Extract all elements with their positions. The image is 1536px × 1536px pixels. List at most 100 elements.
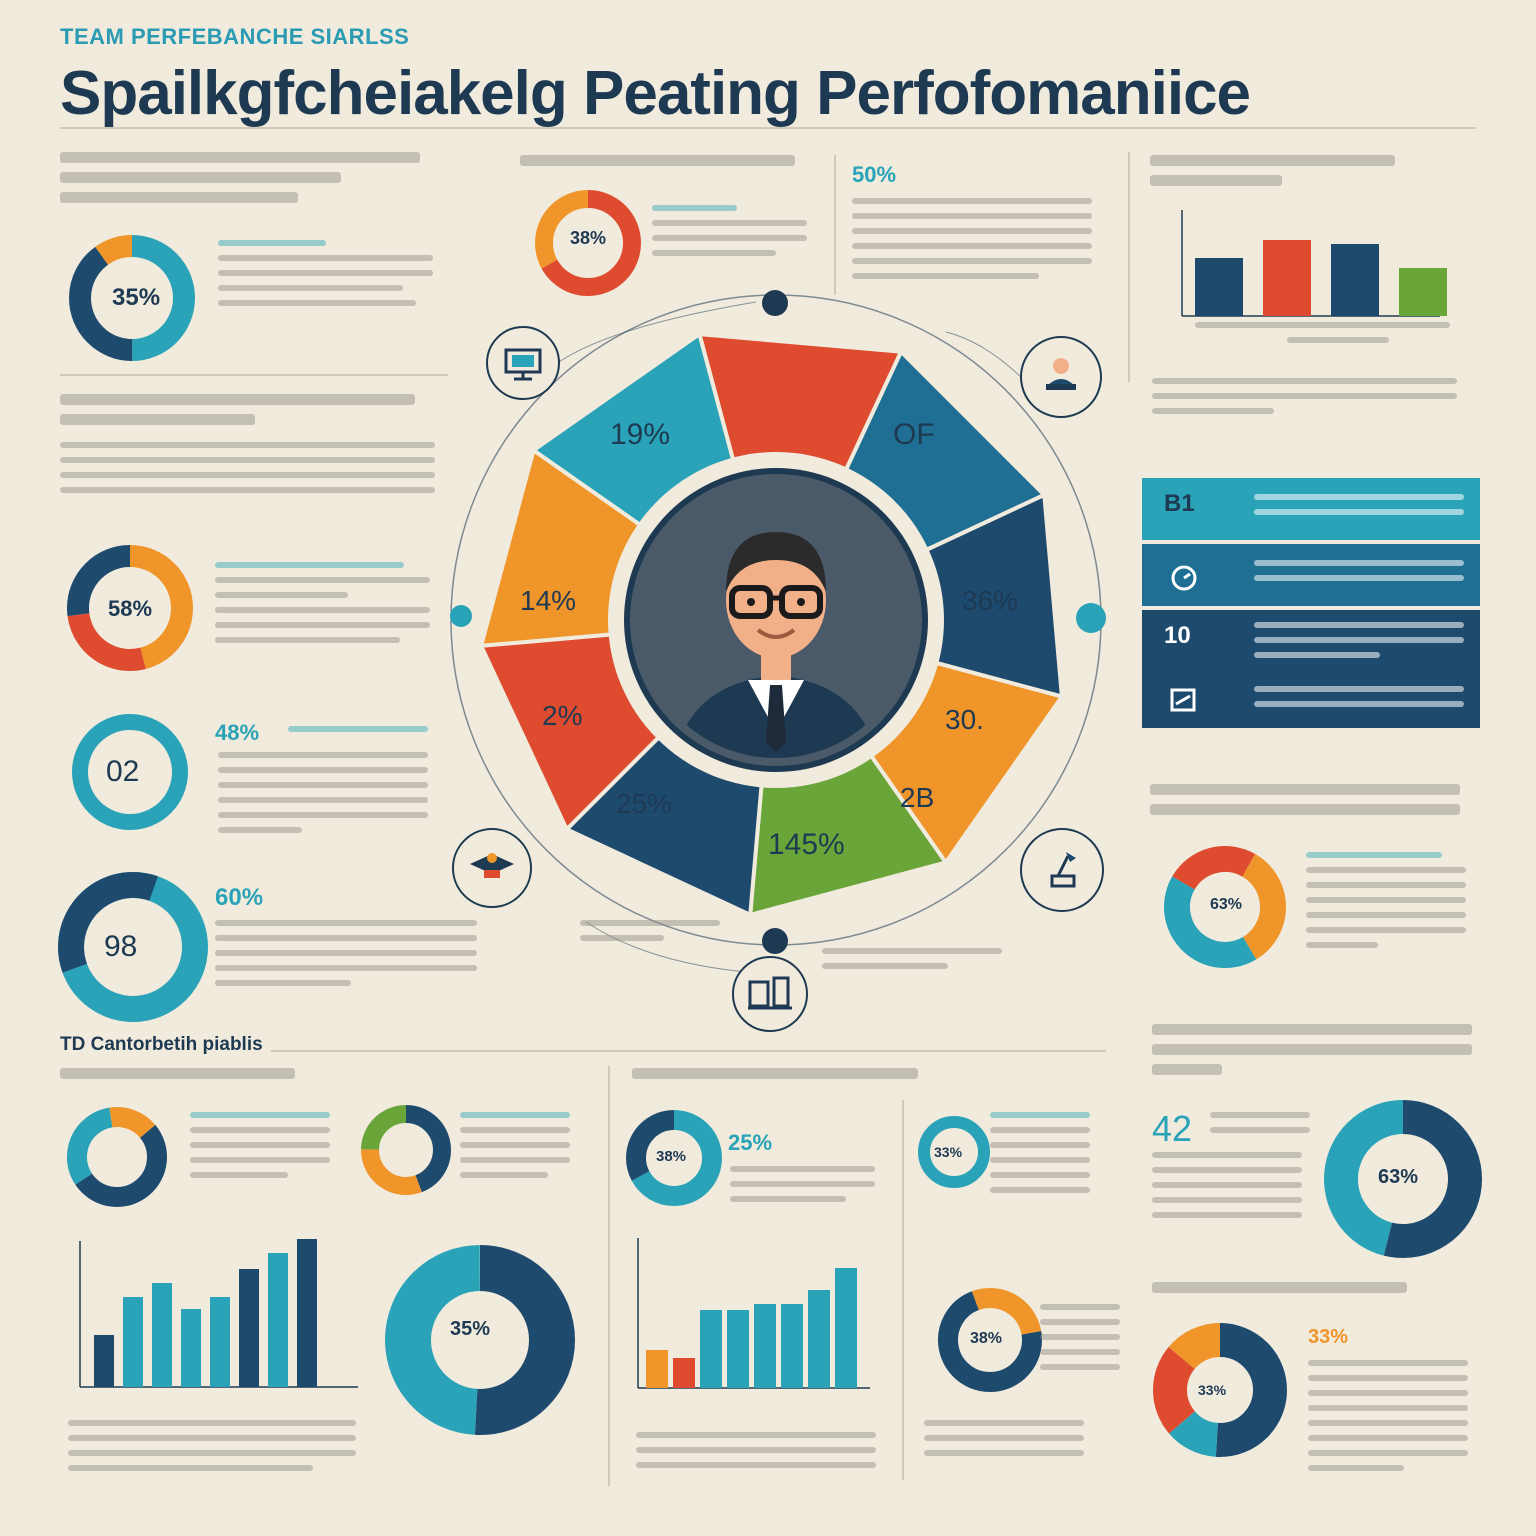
stopwatch-icon [1171, 565, 1197, 591]
bottom-section-title: TD Cantorbetih piablis [60, 1034, 271, 1056]
bar [727, 1310, 749, 1388]
left-text-2 [60, 442, 435, 502]
laptop-user-icon [1020, 336, 1102, 418]
bottom-text-1 [190, 1112, 330, 1187]
wheel-label-9: 14% [520, 585, 577, 616]
stat-bottom-b: 42 [1152, 1108, 1193, 1149]
bar [1399, 268, 1447, 316]
donut-bottom-c [626, 1110, 722, 1206]
bar [268, 1253, 288, 1387]
left-heading-1 [60, 152, 420, 212]
bottom-text-6 [990, 1112, 1090, 1202]
header-divider [60, 127, 1476, 129]
wheel-right-node [1076, 603, 1106, 633]
bottom-text-2 [460, 1112, 570, 1187]
bottom-text-8 [924, 1420, 1084, 1465]
donut-left-1 [69, 235, 195, 361]
wheel-label-7: 25% [616, 788, 673, 819]
right-text-1 [1152, 378, 1457, 423]
donut-left-4-label: 98 [104, 930, 138, 963]
bottom-text-5 [636, 1432, 876, 1477]
donut-left-2 [67, 545, 193, 671]
donut-bottom-a-label: 35% [450, 1318, 491, 1340]
stat-panel-1-label: B1 [1164, 490, 1195, 517]
bar [781, 1304, 803, 1388]
wheel-caption-left [580, 920, 720, 950]
right-heading-1 [1150, 155, 1395, 195]
right-divider [1128, 152, 1130, 382]
donut-left-3-label: 02 [106, 755, 140, 788]
bar-chart-bottom-left [79, 1239, 358, 1388]
stat-panel-2 [1142, 544, 1480, 606]
donut-bottom-1 [67, 1107, 167, 1207]
bottom-text-10 [1152, 1152, 1302, 1227]
bar [1263, 240, 1311, 316]
stat-panel-3-label: 10 [1164, 622, 1191, 649]
bar [94, 1335, 114, 1387]
left-heading-2 [60, 394, 415, 434]
stat-left-4: 60% [215, 884, 264, 911]
bar [1195, 258, 1243, 316]
bottom-right-heading-2 [1152, 1282, 1407, 1302]
bar [673, 1358, 695, 1388]
stat-bottom-e: 33% [1308, 1326, 1349, 1348]
bar-chart-top-right [1181, 210, 1447, 317]
donut-top-middle-label: 38% [570, 228, 607, 248]
donut-bottom-c-label: 38% [656, 1148, 687, 1165]
left-text-4 [288, 726, 428, 741]
bottom-text-4 [730, 1166, 875, 1211]
donut-bottom-e-label: 38% [970, 1330, 1003, 1347]
bar [754, 1304, 776, 1388]
donut-bottom-right [1324, 1100, 1482, 1258]
donut-left-2-label: 58% [108, 596, 153, 621]
donut-right-label: 63% [1210, 896, 1243, 913]
bar [239, 1269, 259, 1387]
donut-right [1164, 846, 1286, 968]
bar [297, 1239, 317, 1387]
bar [646, 1350, 668, 1388]
bar [181, 1309, 201, 1387]
donut-bottom-e [938, 1288, 1042, 1392]
donut-bottom-d [918, 1116, 990, 1188]
bar [700, 1310, 722, 1388]
bottom-heading-mid [632, 1068, 918, 1088]
bottom-vertical-divider-1 [608, 1066, 610, 1486]
wheel-label-6: 145% [768, 828, 845, 861]
wheel-label-2: OF [893, 418, 935, 451]
bar [1331, 244, 1379, 316]
kicker: TEAM PERFEBANCHE SIARLSS [60, 24, 410, 49]
wheel-label-8: 2% [542, 700, 583, 731]
left-text-5 [218, 752, 428, 842]
bar [152, 1283, 172, 1387]
donut-bottom-right-2-label: 33% [1198, 1382, 1227, 1398]
donut-bottom-a [385, 1245, 575, 1435]
monitor-icon [486, 326, 560, 400]
bar [835, 1268, 857, 1388]
bottom-text-7 [1040, 1304, 1120, 1379]
top-middle-heading [520, 155, 795, 175]
stat-panel-3: 10 [1142, 610, 1480, 672]
left-text-1 [218, 240, 433, 315]
right-text-2 [1306, 852, 1466, 957]
bottom-text-3 [68, 1420, 356, 1480]
top-middle-divider [834, 155, 836, 295]
donut-bottom-2 [361, 1105, 451, 1195]
bottom-vertical-divider-2 [902, 1100, 904, 1480]
donut-top-middle [535, 190, 641, 296]
right-heading-2 [1150, 784, 1460, 824]
bottom-text-9 [1210, 1112, 1310, 1142]
chart-icon [1170, 688, 1196, 712]
bar-chart-bottom-mid [637, 1238, 870, 1389]
bottom-right-heading [1152, 1024, 1472, 1084]
desk-lamp-icon [1020, 828, 1104, 912]
donut-bottom-right-2 [1153, 1323, 1287, 1457]
bar [123, 1297, 143, 1387]
bottom-section-sub [60, 1068, 295, 1088]
stat-panel-1: B1 [1142, 478, 1480, 540]
wheel-caption-right [822, 948, 1002, 978]
wheel-label-1: 19% [610, 418, 671, 451]
graduation-cap-icon [452, 828, 532, 908]
donut-left-3 [72, 714, 188, 830]
wheel-label-4: 30. [945, 704, 984, 735]
stat-panel-4 [1142, 666, 1480, 728]
